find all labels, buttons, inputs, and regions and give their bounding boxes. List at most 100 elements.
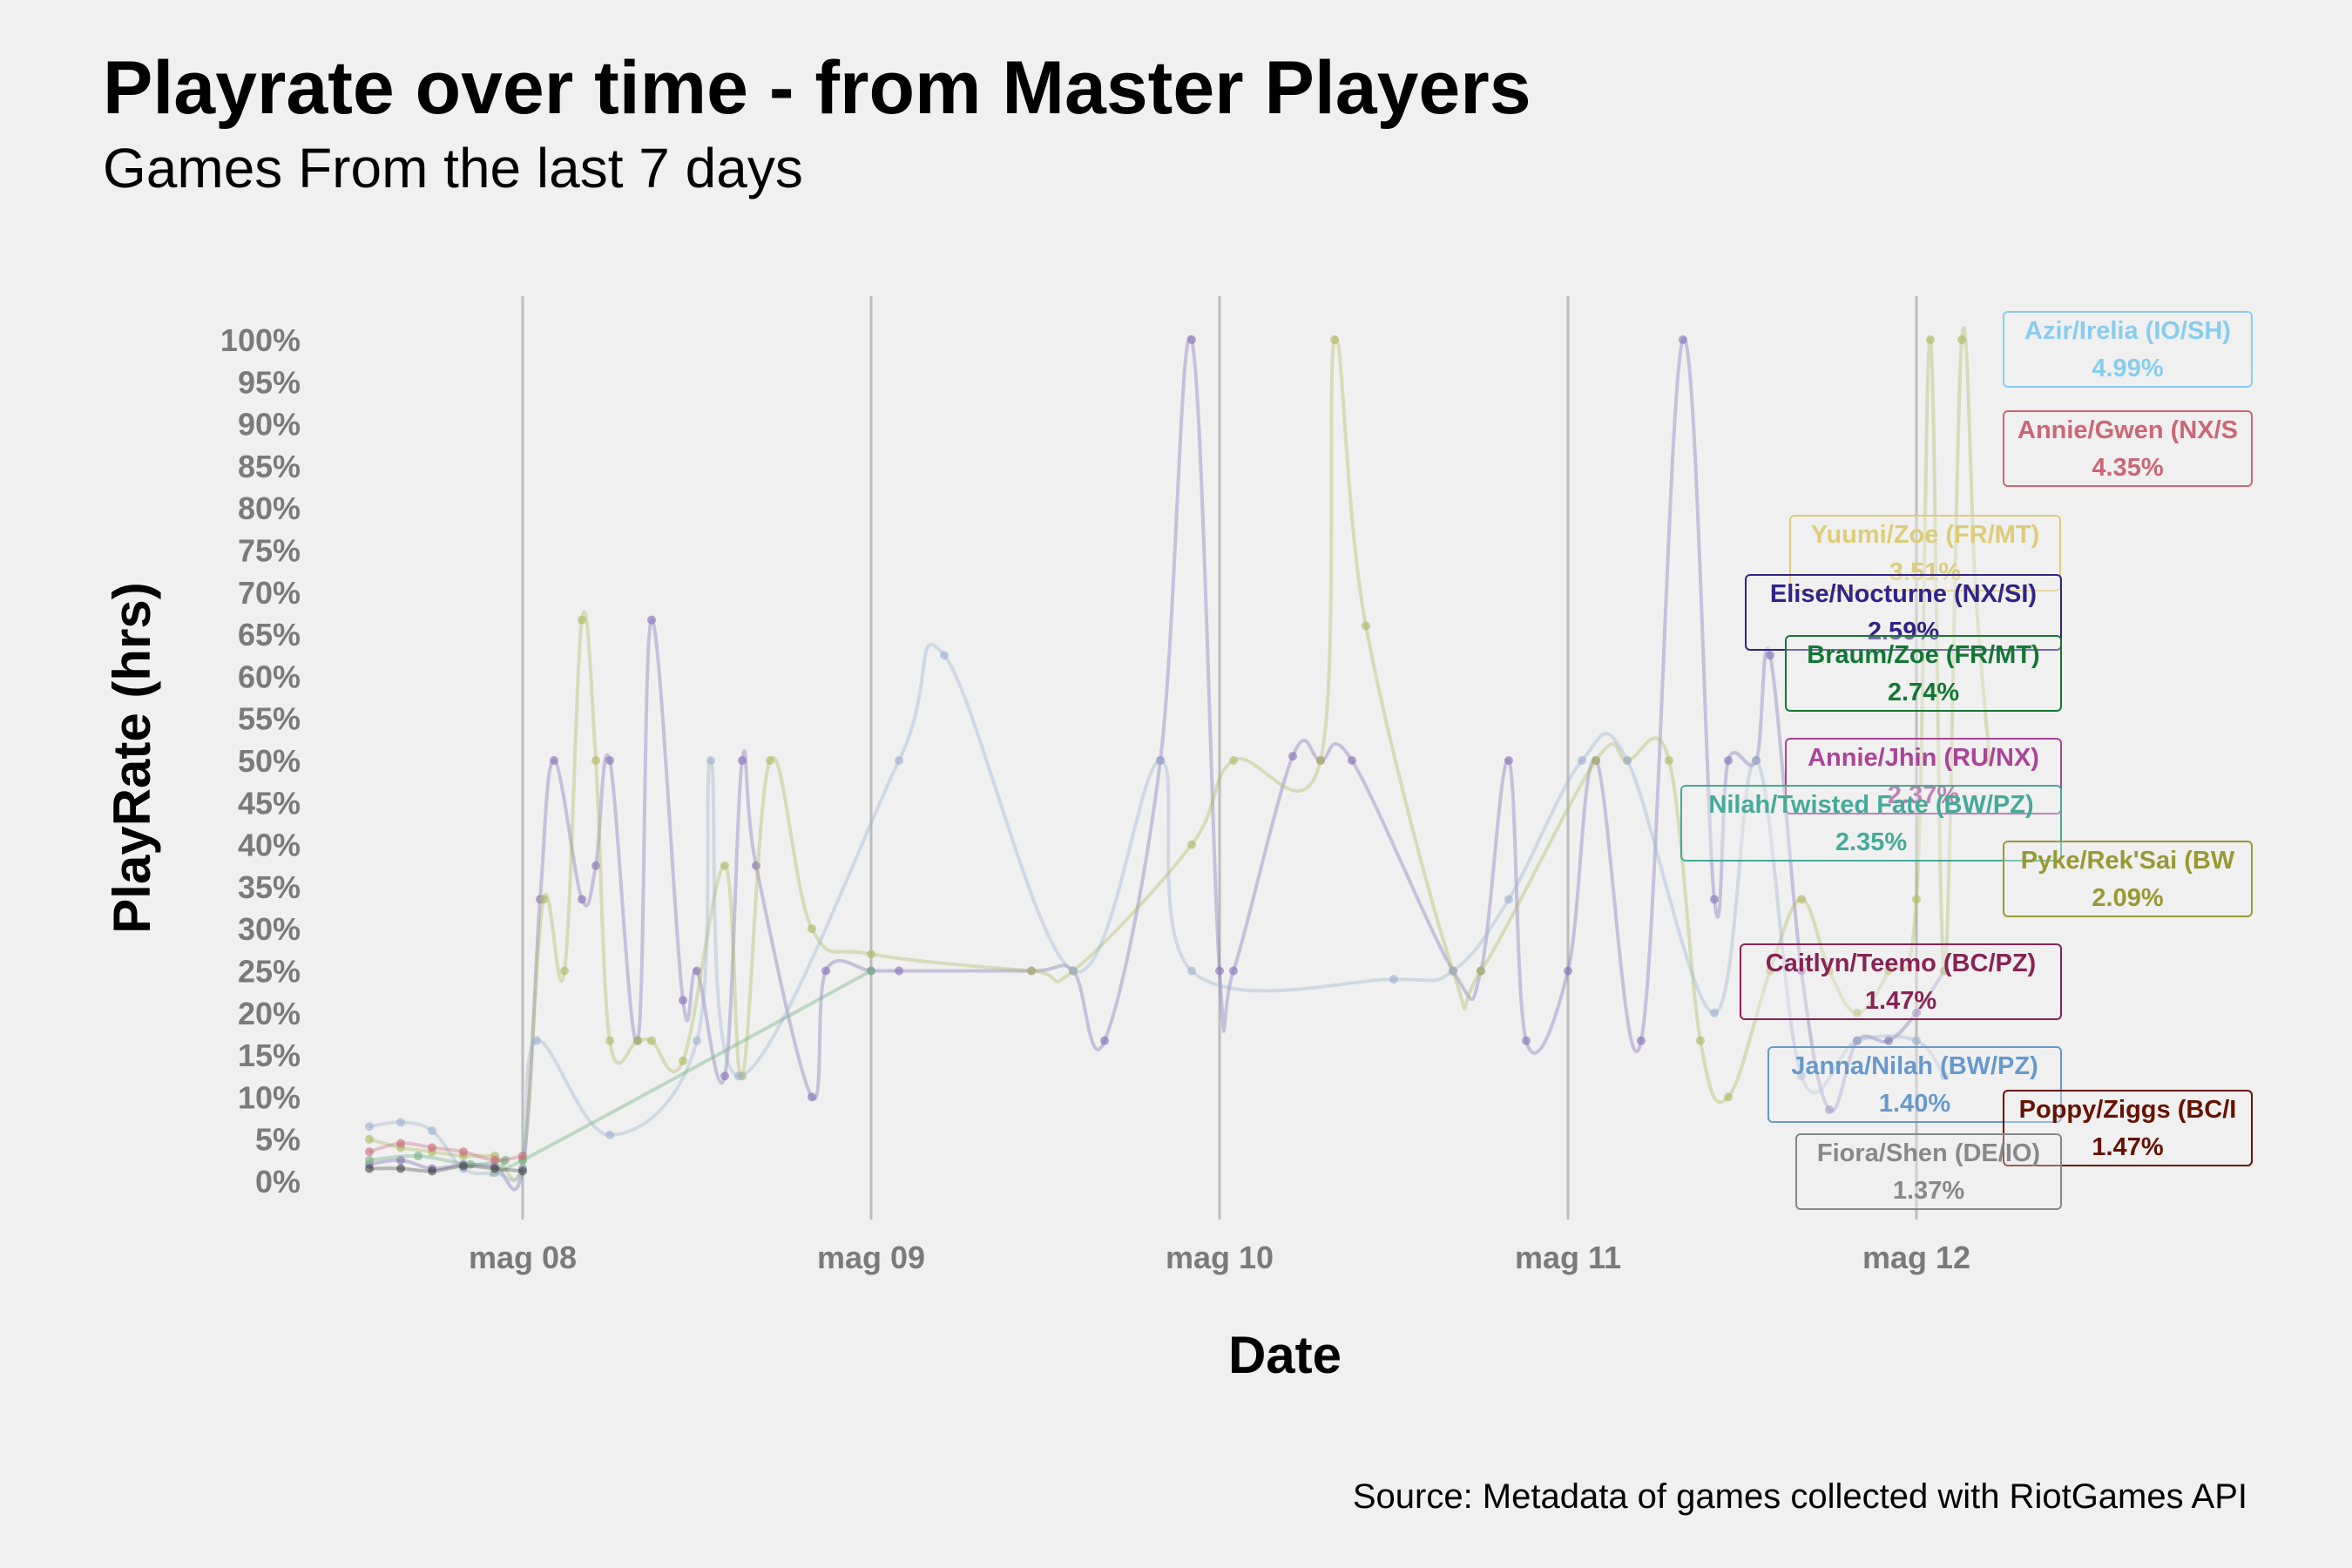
data-point bbox=[1696, 1036, 1705, 1045]
data-point bbox=[1912, 1008, 1921, 1017]
data-point bbox=[867, 966, 875, 976]
series-label-name: Annie/Gwen (NX/S bbox=[2017, 416, 2238, 444]
data-point bbox=[1564, 966, 1572, 976]
data-point bbox=[459, 1147, 468, 1157]
data-point bbox=[539, 895, 548, 904]
data-point bbox=[1215, 966, 1224, 976]
data-point bbox=[396, 1139, 405, 1148]
series-group bbox=[365, 1139, 527, 1165]
data-point bbox=[1710, 1008, 1719, 1017]
series-label-box bbox=[1740, 943, 2062, 1020]
data-point bbox=[605, 1036, 614, 1045]
y-tick-label: 95% bbox=[238, 364, 301, 400]
data-point bbox=[808, 1092, 816, 1102]
series-label-box bbox=[1680, 785, 2062, 862]
y-tick-label: 40% bbox=[238, 828, 301, 863]
x-tick-label: mag 10 bbox=[1166, 1240, 1274, 1275]
data-point bbox=[414, 1152, 422, 1161]
data-point bbox=[1187, 840, 1196, 849]
data-point bbox=[1330, 335, 1339, 344]
series-label-value: 4.35% bbox=[2092, 454, 2163, 482]
series-label-box bbox=[1767, 1046, 2062, 1123]
y-axis-ticks: 0% 5% 10% 15% 20% 25% 30% 35% 40% 45% 50% 55% 60% 65%… bbox=[220, 322, 301, 1200]
series-layer bbox=[365, 326, 1994, 1192]
data-point bbox=[1825, 966, 1834, 976]
data-point bbox=[365, 1155, 374, 1165]
data-point bbox=[1362, 621, 1370, 631]
series-group bbox=[365, 642, 1949, 1182]
series-label-name: Azir/Irelia (IO/SH) bbox=[2024, 317, 2231, 345]
grid-layer bbox=[521, 296, 1918, 1220]
data-point bbox=[1797, 1071, 1806, 1081]
series-label-box bbox=[2003, 410, 2253, 487]
y-tick-label: 5% bbox=[255, 1122, 301, 1158]
series-label-name: Braum/Zoe (FR/MT) bbox=[1807, 641, 2039, 669]
y-tick-label: 45% bbox=[238, 785, 301, 821]
data-point bbox=[605, 1130, 614, 1139]
y-tick-label: 100% bbox=[220, 322, 301, 358]
series-label-box bbox=[1745, 574, 2062, 651]
series-label: Janna/Nilah (BW/PZ) 1.40% bbox=[1767, 1046, 2062, 1123]
data-point bbox=[734, 1071, 743, 1081]
x-tick-label: mag 11 bbox=[1515, 1240, 1621, 1275]
x-tick-label: mag 12 bbox=[1862, 1240, 1970, 1275]
data-point bbox=[1069, 966, 1078, 976]
data-point bbox=[1187, 335, 1196, 344]
data-point bbox=[396, 1155, 405, 1165]
data-point bbox=[605, 756, 614, 765]
series-label-box bbox=[1785, 635, 2062, 712]
y-tick-label: 35% bbox=[238, 869, 301, 905]
data-point bbox=[1797, 895, 1806, 904]
data-point bbox=[720, 1071, 729, 1081]
data-point bbox=[1522, 1036, 1531, 1045]
data-point bbox=[1316, 756, 1325, 765]
data-point bbox=[1884, 966, 1893, 976]
series-label: Annie/Jhin (RU/NX)2.37% bbox=[1785, 738, 2062, 814]
y-tick-label: 75% bbox=[238, 533, 301, 569]
data-point bbox=[501, 1155, 510, 1165]
data-point bbox=[1853, 1036, 1862, 1045]
data-point bbox=[459, 1161, 468, 1171]
series-label-value: 3.51% bbox=[1889, 558, 1961, 586]
data-point bbox=[578, 895, 586, 904]
data-point bbox=[560, 966, 569, 976]
series-label: Pyke/Rek'Sai (BW 2.09% bbox=[2003, 841, 2253, 917]
series-label-name: Elise/Nocturne (NX/SI) bbox=[1770, 580, 2037, 608]
data-point bbox=[1926, 335, 1935, 344]
series-label-value: 2.74% bbox=[1888, 679, 1959, 706]
data-point bbox=[1187, 966, 1196, 976]
data-point bbox=[1912, 895, 1921, 904]
data-point bbox=[1229, 966, 1238, 976]
data-point bbox=[365, 1147, 374, 1157]
series-label-value: 2.59% bbox=[1868, 618, 1939, 645]
data-point bbox=[1853, 1008, 1862, 1017]
data-point bbox=[532, 1036, 541, 1045]
series-label-name: Fiora/Shen (DE/IO) bbox=[1817, 1139, 2040, 1167]
series-label-name: Nilah/Twisted Fate (BW/PZ) bbox=[1708, 791, 2033, 819]
data-point bbox=[1229, 756, 1238, 765]
data-point bbox=[1940, 966, 1949, 976]
data-point bbox=[738, 756, 747, 765]
data-point bbox=[821, 966, 830, 976]
data-point bbox=[647, 615, 656, 625]
y-tick-label: 60% bbox=[238, 659, 301, 694]
y-tick-label: 15% bbox=[238, 1037, 301, 1073]
data-point bbox=[1679, 335, 1687, 344]
series-label: Caitlyn/Teemo (BC/PZ) 1.47% bbox=[1740, 943, 2062, 1020]
series-label-name: Poppy/Ziggs (BC/I bbox=[2019, 1096, 2237, 1124]
data-point bbox=[365, 1134, 374, 1144]
series-label-value: 4.99% bbox=[2092, 355, 2163, 382]
y-axis-title: PlayRate (hrs) bbox=[103, 582, 161, 933]
series-label: Braum/Zoe (FR/MT) 2.74% bbox=[1785, 635, 2062, 712]
data-point bbox=[1623, 756, 1632, 765]
series-label-box bbox=[2003, 841, 2253, 917]
series-line bbox=[368, 326, 1991, 1182]
x-tick-label: mag 08 bbox=[469, 1240, 577, 1275]
data-point bbox=[1477, 966, 1485, 976]
x-axis-title: Date bbox=[1228, 1326, 1342, 1384]
series-label-box bbox=[1785, 738, 2062, 814]
data-point bbox=[1389, 975, 1398, 984]
series-labels: Azir/Irelia (IO/SH) 4.99% Annie/Gwen (NX/S… bbox=[1680, 311, 2253, 1210]
data-point bbox=[693, 1036, 701, 1045]
